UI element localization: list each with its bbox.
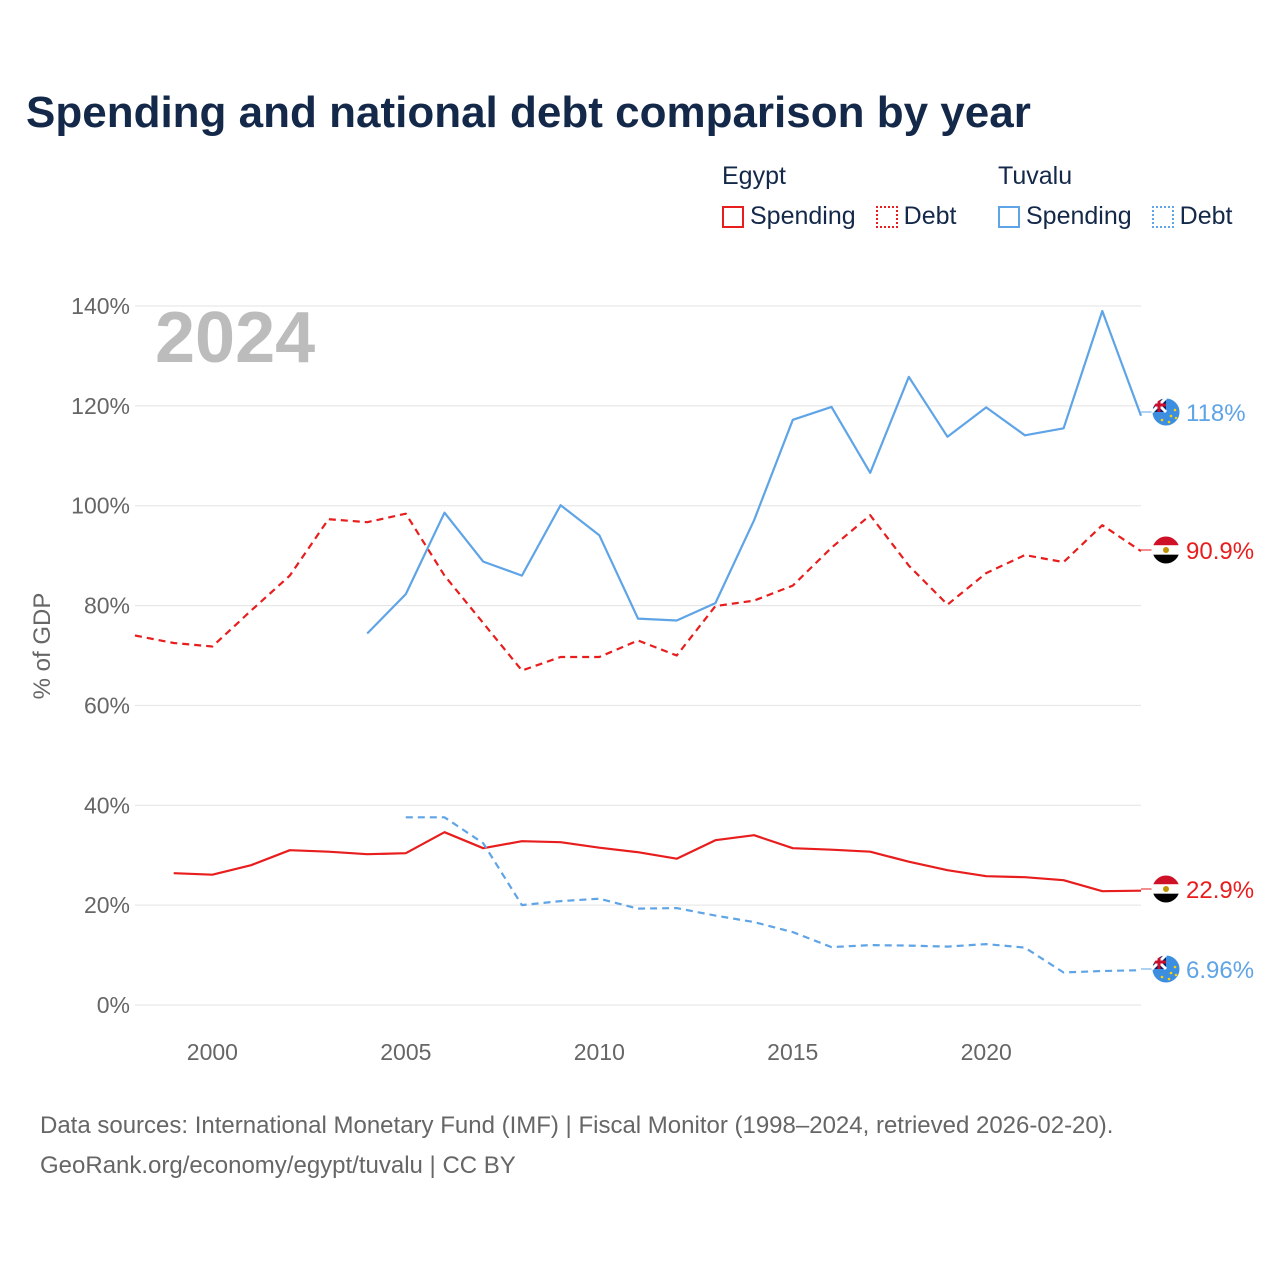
legend-country-tuvalu: Tuvalu	[998, 162, 1073, 190]
footer-sources: Data sources: International Monetary Fun…	[40, 1112, 1114, 1139]
legend-tuvalu-debt[interactable]: Debt	[1151, 202, 1233, 231]
end-value-label: 6.96%	[1186, 957, 1254, 984]
end-marker-egypt-debt: 90.9%	[1141, 535, 1254, 565]
y-tick-label: 140%	[71, 293, 130, 319]
y-tick-label: 100%	[71, 493, 130, 519]
legend-swatch-egypt-spending	[722, 205, 744, 228]
chart-area: 0% 20% 40% 60% 80% 100% 120% 140% 2000 2005 2010 20…	[0, 280, 1280, 1080]
x-tick-label: 2000	[187, 1039, 238, 1065]
year-watermark: 2024	[155, 298, 315, 378]
legend-label-egypt-debt: Debt	[903, 202, 957, 230]
end-value-label: 22.9%	[1186, 877, 1254, 904]
egypt-flag-icon	[1152, 875, 1180, 903]
series-line-egypt-debt[interactable]	[134, 512, 1142, 672]
y-tick-label: 120%	[71, 393, 130, 419]
end-value-label: 118%	[1186, 400, 1246, 427]
x-tick-label: 2005	[380, 1039, 431, 1065]
x-tick-label: 2015	[767, 1039, 818, 1065]
legend-egypt-debt[interactable]: Debt	[875, 202, 957, 231]
legend-tuvalu-spending[interactable]: Spending	[998, 202, 1132, 231]
y-tick-label: 20%	[84, 892, 130, 918]
line-chart: 0% 20% 40% 60% 80% 100% 120% 140% 2000 2005 2010 20…	[29, 293, 1254, 1065]
y-tick-label: 80%	[84, 593, 130, 619]
footer: Data sources: International Monetary Fun…	[40, 1106, 1113, 1186]
y-tick-label: 0%	[97, 992, 130, 1018]
footer-attribution[interactable]: GeoRank.org/economy/egypt/tuvalu | CC BY	[40, 1152, 516, 1179]
y-tick-label: 40%	[84, 792, 130, 818]
x-tick-label: 2020	[961, 1039, 1012, 1065]
series-line-tuvalu-spending[interactable]	[366, 309, 1143, 635]
end-marker-tuvalu-debt: 6.96%	[1141, 954, 1254, 984]
egypt-flag-icon	[1152, 536, 1180, 564]
series-line-tuvalu-debt[interactable]	[405, 816, 1142, 974]
legend-egypt: Egypt Spending Debt	[722, 162, 976, 231]
legend-swatch-tuvalu-debt	[1151, 205, 1174, 228]
legend-swatch-egypt-debt	[875, 205, 898, 228]
legend-tuvalu: Tuvalu Spending Debt	[998, 162, 1252, 231]
legend-swatch-tuvalu-spending	[998, 205, 1020, 228]
x-tick-label: 2010	[574, 1039, 625, 1065]
series-line-egypt-spending[interactable]	[173, 831, 1142, 893]
chart-title: Spending and national debt comparison by…	[26, 88, 1031, 137]
end-marker-egypt-spending: 22.9%	[1141, 874, 1254, 904]
y-tick-label: 60%	[84, 692, 130, 718]
legend-label-tuvalu-spending: Spending	[1026, 202, 1132, 230]
end-value-label: 90.9%	[1186, 538, 1254, 565]
legend-label-egypt-spending: Spending	[750, 202, 856, 230]
end-marker-tuvalu-spending: 118%	[1141, 397, 1246, 427]
legend-country-egypt: Egypt	[722, 162, 786, 190]
y-axis-label: % of GDP	[29, 593, 56, 700]
legend-label-tuvalu-debt: Debt	[1179, 202, 1233, 230]
legend-egypt-spending[interactable]: Spending	[722, 202, 856, 231]
